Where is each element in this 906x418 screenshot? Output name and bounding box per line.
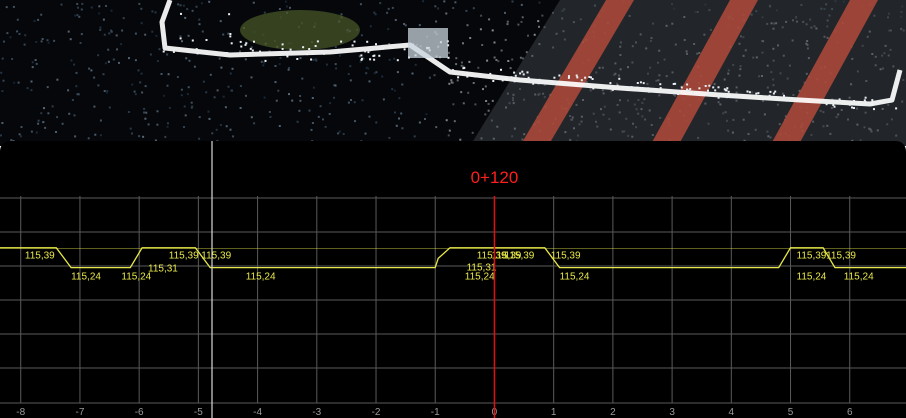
curb-points [159, 0, 903, 111]
profile [0, 247, 906, 269]
profile-line [0, 247, 906, 269]
elevation-label: 115,39 [25, 250, 55, 261]
elevation-label: 115,24 [797, 272, 827, 283]
elevation-label: 115,31 [467, 262, 497, 273]
elevation-label: 115,24 [121, 272, 151, 283]
x-tick-label: -7 [75, 407, 84, 418]
grid [0, 196, 906, 404]
elevation-label: 115,39 [201, 250, 231, 261]
x-tick-label: -6 [135, 407, 144, 418]
x-tick-labels: -8-7-6-5-4-3-2-10123456 [16, 407, 853, 418]
elevation-label: 115,39 [169, 250, 199, 261]
x-tick-label: -4 [253, 407, 262, 418]
x-tick-label: -5 [194, 407, 203, 418]
elevation-label: 115,24 [71, 272, 101, 283]
elevation-label: 115,39 [492, 250, 522, 261]
elevation-label: 115,24 [246, 272, 276, 283]
elevation-label: 115,39 [826, 250, 856, 261]
x-tick-label: -2 [372, 407, 381, 418]
elevation-label: 115,39 [551, 250, 581, 261]
point-cloud-view[interactable] [0, 0, 906, 146]
elevation-label: 115,24 [844, 272, 874, 283]
point-cloud-scene [0, 0, 906, 146]
x-tick-label: 1 [551, 407, 557, 418]
elevation-label: 115,39 [505, 250, 535, 261]
cross-section-panel[interactable]: -8-7-6-5-4-3-2-10123456 115,39115,24115,… [0, 141, 906, 418]
road-stripes [520, 0, 878, 146]
roadside-object [408, 28, 448, 58]
elevation-label: 115,39 [477, 250, 507, 261]
x-tick-label: 6 [847, 407, 853, 418]
vegetation [240, 10, 360, 50]
x-tick-label: -1 [431, 407, 440, 418]
elevation-label: 115,31 [148, 264, 178, 275]
x-tick-label: 5 [788, 407, 794, 418]
x-tick-label: 4 [729, 407, 735, 418]
elevation-label: 115,24 [465, 272, 495, 283]
cross-section-chart: -8-7-6-5-4-3-2-10123456 115,39115,24115,… [0, 141, 906, 418]
station-label: 0+120 [471, 168, 519, 187]
x-tick-label: 2 [610, 407, 616, 418]
elevation-label: 115,39 [797, 250, 827, 261]
x-tick-label: -8 [16, 407, 25, 418]
x-tick-label: -3 [312, 407, 321, 418]
x-tick-label: 3 [669, 407, 675, 418]
elevation-label: 115,24 [560, 272, 590, 283]
